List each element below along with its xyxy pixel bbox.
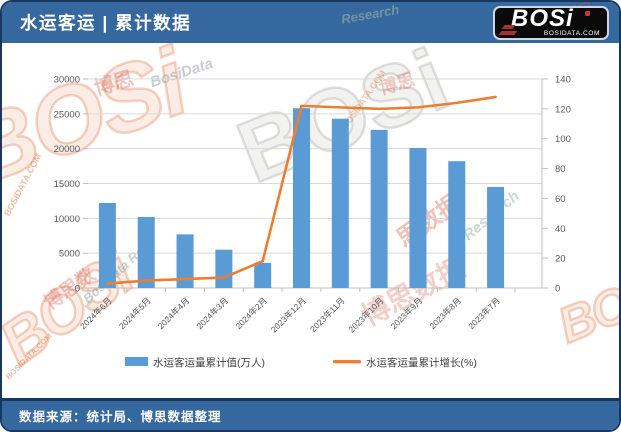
x-axis-category-label: 2023年7月 (466, 295, 502, 331)
bar (293, 108, 310, 288)
logo-stripe-icon (498, 30, 518, 35)
header-banner: 水运客运 | 累计数据 Research数据 BOSi BOSIDATA.COM (2, 2, 619, 43)
left-axis-label: 0 (75, 284, 80, 295)
combo-chart: 0 5000 10000 15000 20000 25000 30000 0 20 40 60 80 1… (54, 75, 571, 370)
legend-line-label: 水运客运量累计增长(%) (366, 356, 477, 369)
bar (176, 234, 194, 288)
right-axis-label: 100 (555, 134, 571, 145)
bar (137, 216, 155, 288)
bosi-logo-text: BOSi (511, 4, 574, 32)
x-axis-category-label: 2023年9月 (389, 295, 425, 331)
legend-bar-label: 水运客运量累计值(万人) (153, 356, 265, 369)
footer-banner: 数据来源：统计局、博思数据整理 (2, 398, 619, 430)
bosi-logo-subtext: BOSIDATA.COM (543, 29, 600, 37)
growth-line (106, 95, 497, 285)
x-axis-category-label: 2024年3月 (194, 295, 230, 331)
right-axis-label: 20 (555, 254, 566, 265)
bar (98, 203, 116, 288)
bar (254, 262, 272, 288)
x-axis-category-label: 2024年4月 (156, 295, 192, 331)
legend-line-swatch (333, 360, 361, 364)
x-axis-category-label: 2024年2月 (233, 295, 269, 331)
left-axis-label: 10000 (54, 214, 80, 225)
x-axis-category-label: 2023年12月 (269, 295, 308, 334)
x-axis-category-label: 2023年8月 (427, 295, 463, 331)
left-axis-label: 5000 (59, 249, 80, 260)
bar (448, 161, 466, 288)
bar (370, 129, 388, 288)
right-axis-label: 40 (555, 224, 566, 235)
bar (409, 147, 427, 288)
chart-area: BOSiBOSIDATA.COM博思BosiDataBOSiBOSIDATA.C… (2, 43, 619, 398)
right-axis-label: 60 (555, 194, 566, 205)
bar (487, 186, 505, 288)
left-axis-label: 20000 (54, 144, 80, 155)
right-axis-label: 140 (555, 75, 571, 86)
bosi-logo: BOSi BOSIDATA.COM (493, 4, 609, 40)
data-source-text: 数据来源：统计局、博思数据整理 (19, 410, 222, 424)
watermark: Research (340, 2, 401, 27)
right-axis-label: 120 (555, 104, 571, 115)
x-axis-category-label: 2024年5月 (117, 295, 153, 331)
x-axis-category-label: 2023年10月 (346, 295, 385, 334)
x-axis-category-label: 2024年6月 (78, 295, 114, 331)
x-axis-category-label: 2023年11月 (308, 295, 347, 334)
left-axis-label: 30000 (54, 75, 80, 86)
left-axis-label: 25000 (54, 109, 80, 120)
page-title: 水运客运 | 累计数据 (20, 13, 192, 33)
bar (215, 249, 233, 288)
bar (331, 118, 349, 289)
logo-dot-icon (585, 10, 590, 16)
left-axis-label: 15000 (54, 179, 80, 190)
legend-bar-swatch (125, 357, 148, 366)
right-axis-label: 0 (555, 284, 560, 295)
right-axis-label: 80 (555, 164, 566, 175)
